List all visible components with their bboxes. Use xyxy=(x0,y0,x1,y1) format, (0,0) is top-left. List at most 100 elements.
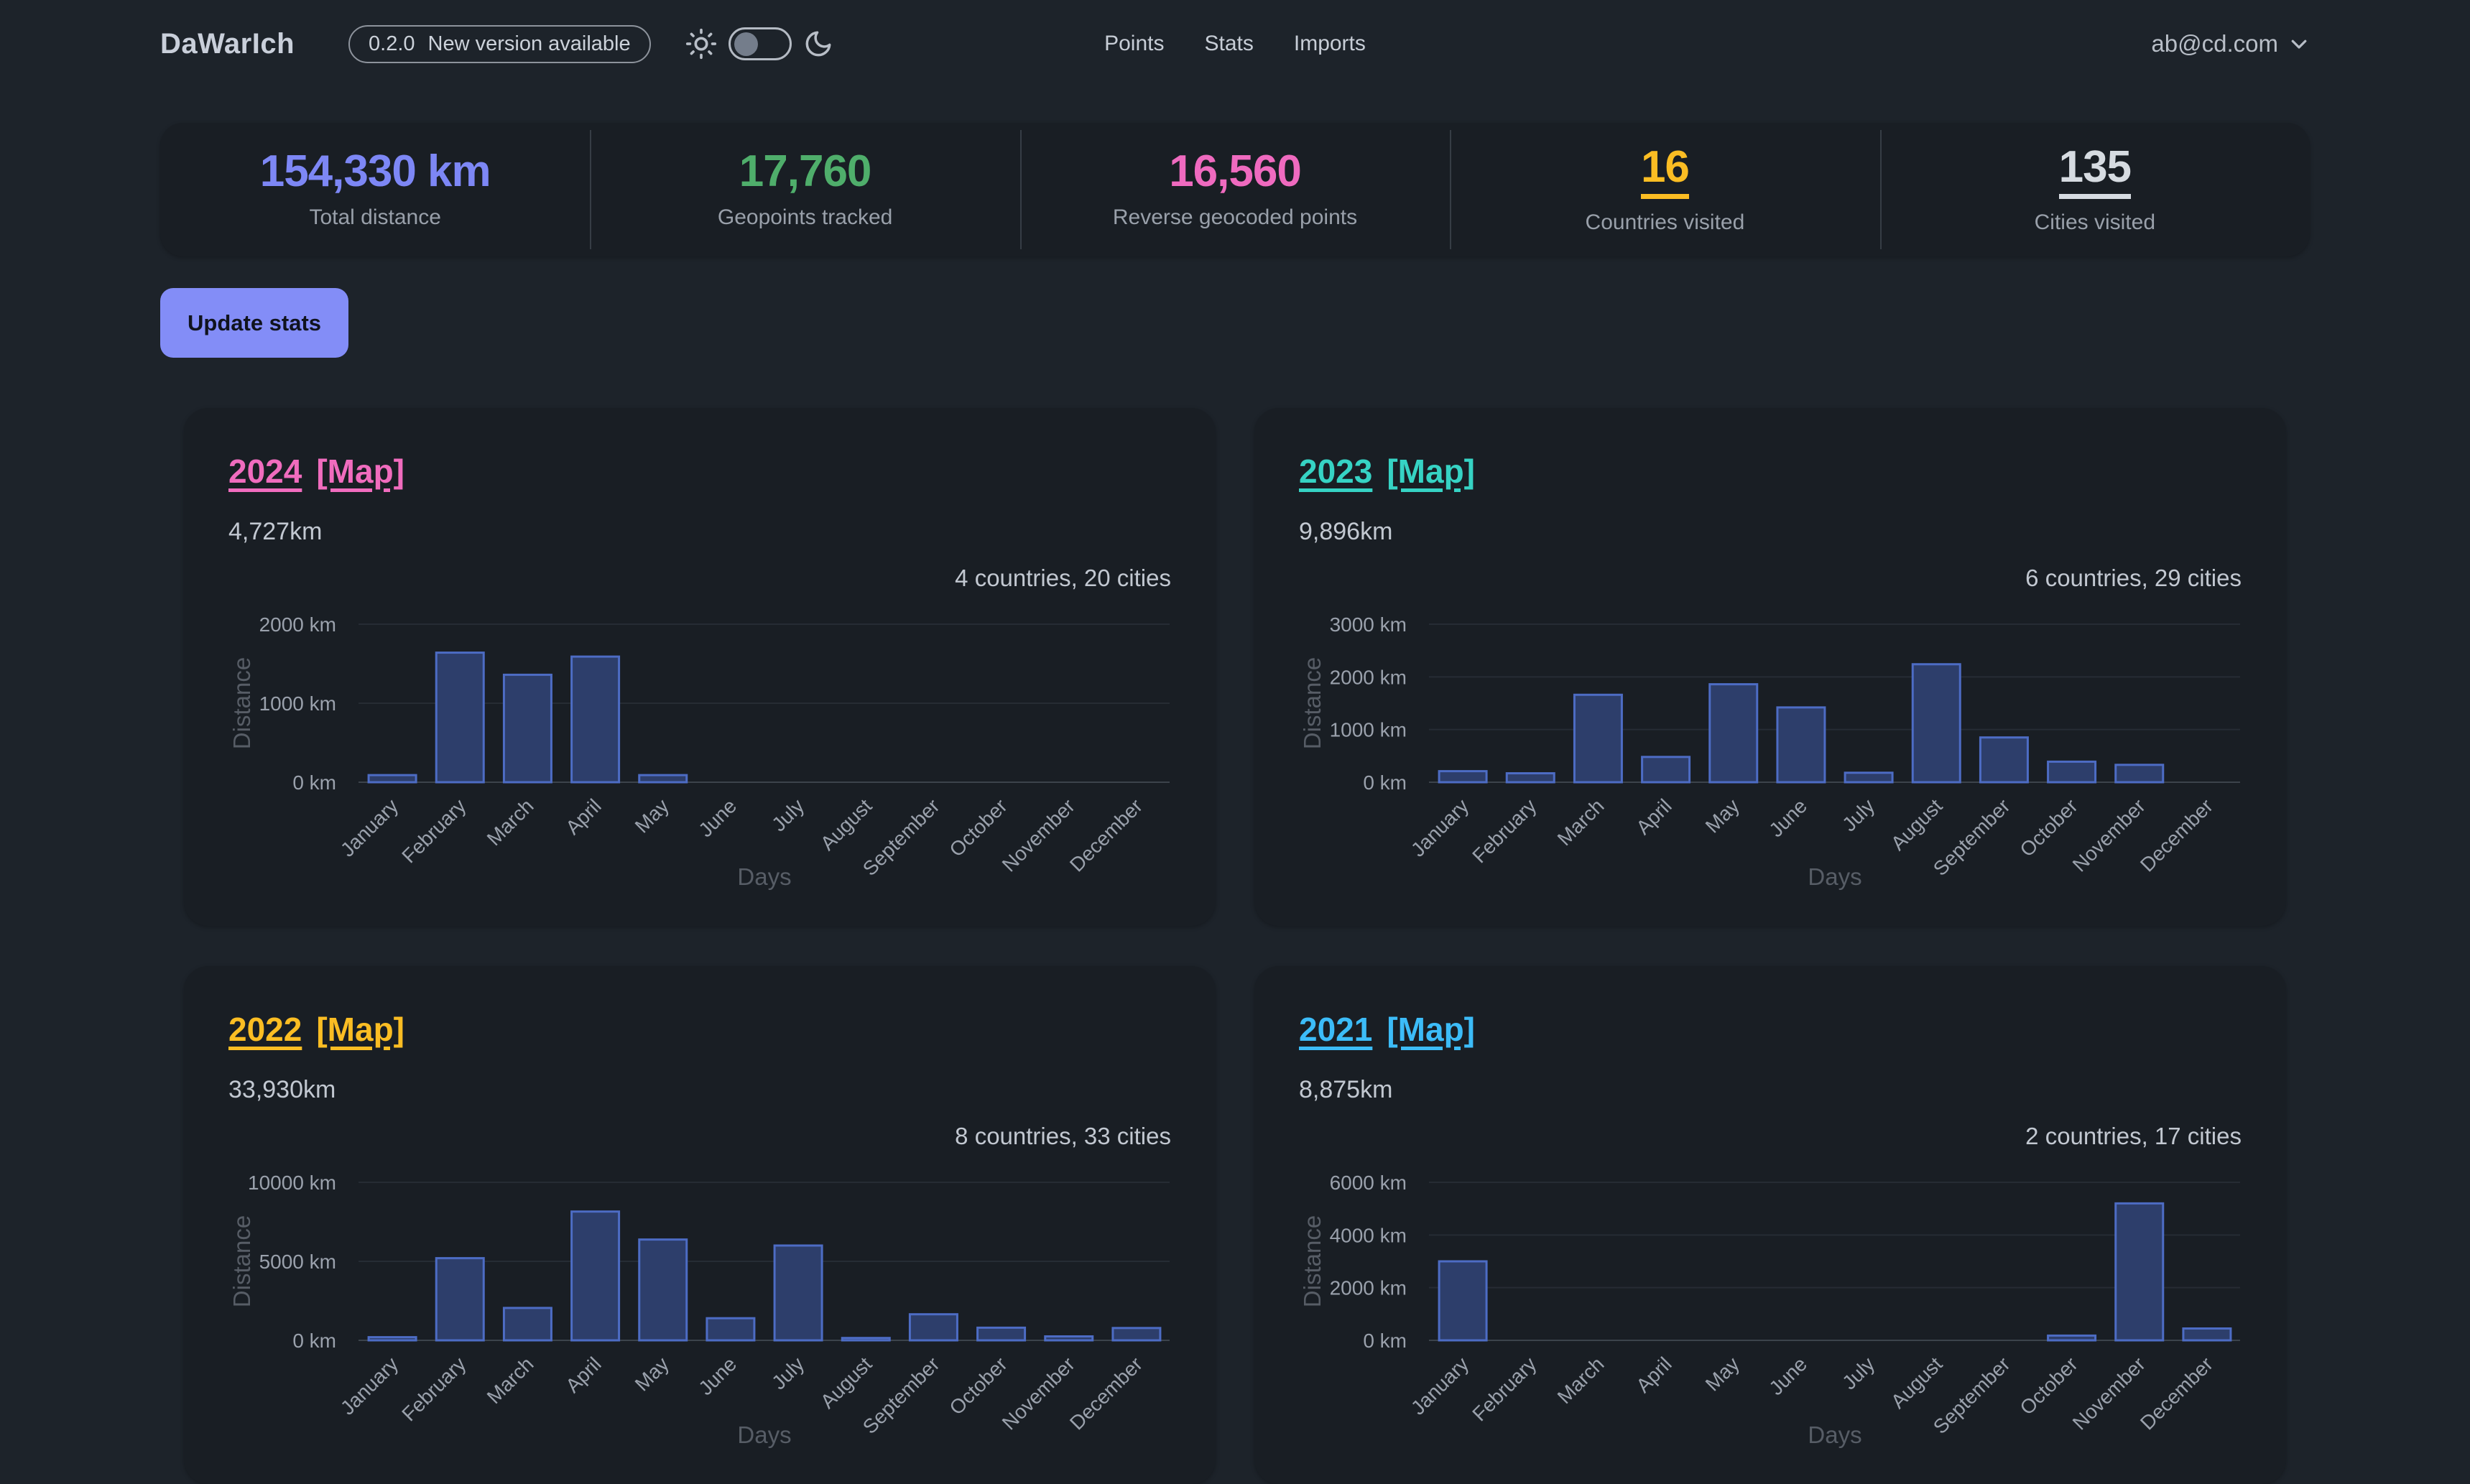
map-link[interactable]: [Map] xyxy=(316,1011,404,1048)
y-axis-title: Distance xyxy=(1299,657,1326,749)
svg-text:November: November xyxy=(2068,794,2150,876)
update-stats-button[interactable]: Update stats xyxy=(160,288,349,358)
svg-text:August: August xyxy=(816,1353,876,1413)
app-logo: DaWarIch xyxy=(160,27,295,60)
nav-link-imports[interactable]: Imports xyxy=(1293,32,1366,55)
stat-label: Total distance xyxy=(309,205,441,229)
year-cards: 2024 [Map] 4,727km 4 countries, 20 cities… xyxy=(160,408,2310,1484)
svg-text:December: December xyxy=(2136,794,2217,876)
svg-text:October: October xyxy=(2015,1353,2081,1419)
year-link[interactable]: 2023 xyxy=(1299,453,1373,490)
svg-text:6000 km: 6000 km xyxy=(1330,1172,1407,1194)
svg-text:0 km: 0 km xyxy=(292,771,336,794)
svg-text:October: October xyxy=(945,1353,1011,1419)
nav-link-stats[interactable]: Stats xyxy=(1204,32,1254,55)
stat-cities-visited: 135 Cities visited xyxy=(1879,123,2310,256)
stat-total-distance: 154,330 km Total distance xyxy=(160,123,590,256)
stat-label: Countries visited xyxy=(1585,210,1745,234)
svg-text:January: January xyxy=(336,794,402,861)
map-link[interactable]: [Map] xyxy=(316,453,404,490)
toggle-knob xyxy=(734,32,758,56)
stat-value: 16,560 xyxy=(1169,147,1302,196)
y-axis-title: Distance xyxy=(228,1215,255,1307)
year-link[interactable]: 2024 xyxy=(228,453,302,490)
svg-text:July: July xyxy=(767,1353,808,1393)
svg-text:July: July xyxy=(767,794,808,835)
svg-text:November: November xyxy=(998,1353,1079,1434)
svg-text:April: April xyxy=(1632,1353,1676,1397)
svg-text:January: January xyxy=(1407,794,1473,861)
year-distance: 9,896km xyxy=(1299,517,1393,545)
svg-text:June: June xyxy=(1764,1353,1811,1399)
svg-text:February: February xyxy=(1468,1353,1540,1425)
svg-text:March: March xyxy=(1553,794,1609,850)
svg-text:May: May xyxy=(631,1353,673,1395)
bars xyxy=(1438,663,2165,784)
x-axis-title: Days xyxy=(737,863,791,890)
stat-countries-visited: 16 Countries visited xyxy=(1450,123,1879,256)
countries-cities-summary: 6 countries, 29 cities xyxy=(2025,564,2242,591)
svg-text:February: February xyxy=(397,1353,470,1425)
svg-text:1000 km: 1000 km xyxy=(259,692,336,715)
svg-text:October: October xyxy=(945,794,1011,861)
y-axis: 0 km 5000 km 10000 km xyxy=(248,1172,1170,1352)
svg-text:3000 km: 3000 km xyxy=(1330,613,1407,636)
svg-text:March: March xyxy=(483,794,538,850)
svg-text:November: November xyxy=(998,794,1079,876)
stat-value: 154,330 km xyxy=(259,147,491,196)
year-card-title: 2021 [Map] xyxy=(1299,1011,2242,1049)
year-distance: 33,930km xyxy=(228,1075,336,1103)
nav-link-points[interactable]: Points xyxy=(1104,32,1165,55)
y-axis: 0 km 1000 km 2000 km xyxy=(259,613,1170,794)
svg-text:May: May xyxy=(631,794,673,837)
nav-links: Points Stats Imports xyxy=(1104,32,1366,56)
stat-label: Geopoints tracked xyxy=(717,205,893,229)
year-card-2021: 2021 [Map] 8,875km 2 countries, 17 cities… xyxy=(1254,966,2286,1484)
version-badge[interactable]: 0.2.0 New version available xyxy=(348,24,651,63)
svg-text:1000 km: 1000 km xyxy=(1330,719,1407,741)
year-card-title: 2024 [Map] xyxy=(228,453,1171,491)
svg-text:December: December xyxy=(2136,1353,2217,1434)
year-card-2022: 2022 [Map] 33,930km 8 countries, 33 citie… xyxy=(184,966,1216,1484)
svg-text:July: July xyxy=(1838,1353,1879,1393)
year-link[interactable]: 2021 xyxy=(1299,1011,1373,1048)
stats-row: 154,330 km Total distance 17,760 Geopoin… xyxy=(160,123,2310,256)
svg-text:5000 km: 5000 km xyxy=(259,1251,336,1273)
svg-text:January: January xyxy=(336,1353,402,1419)
countries-visited-link[interactable]: 16 xyxy=(1640,144,1690,199)
theme-toggle[interactable] xyxy=(728,27,792,60)
svg-text:August: August xyxy=(816,794,876,855)
svg-text:February: February xyxy=(397,794,470,867)
svg-text:May: May xyxy=(1701,1353,1744,1395)
svg-text:November: November xyxy=(2068,1353,2150,1434)
svg-text:0 km: 0 km xyxy=(1363,1330,1407,1352)
chevron-down-icon xyxy=(2288,33,2310,55)
stat-value: 17,760 xyxy=(739,147,872,196)
cities-visited-link[interactable]: 135 xyxy=(2058,144,2132,199)
svg-text:August: August xyxy=(1887,794,1947,855)
countries-cities-summary: 8 countries, 33 cities xyxy=(955,1122,1171,1149)
svg-text:March: March xyxy=(483,1353,538,1408)
svg-text:July: July xyxy=(1838,794,1879,835)
svg-text:December: December xyxy=(1065,1353,1147,1434)
svg-text:February: February xyxy=(1468,794,1540,867)
year-link[interactable]: 2022 xyxy=(228,1011,302,1048)
svg-text:March: March xyxy=(1553,1353,1609,1408)
svg-text:2000 km: 2000 km xyxy=(1330,666,1407,688)
distance-bar-chart: 0 km 2000 km 4000 km 6000 km JanuaryFebruar… xyxy=(1299,1172,2240,1448)
map-link[interactable]: [Map] xyxy=(1387,1011,1475,1048)
svg-text:June: June xyxy=(1764,794,1811,841)
svg-text:2000 km: 2000 km xyxy=(259,613,336,636)
stat-geopoints-tracked: 17,760 Geopoints tracked xyxy=(590,123,1019,256)
stat-label: Cities visited xyxy=(2034,210,2156,234)
theme-switcher xyxy=(685,27,833,60)
x-axis-title: Days xyxy=(1808,863,1861,890)
svg-text:May: May xyxy=(1701,794,1744,837)
year-distance: 4,727km xyxy=(228,517,323,545)
user-menu[interactable]: ab@cd.com xyxy=(2151,30,2310,57)
svg-text:2000 km: 2000 km xyxy=(1330,1277,1407,1299)
map-link[interactable]: [Map] xyxy=(1387,453,1475,490)
y-axis: 0 km 2000 km 4000 km 6000 km xyxy=(1330,1172,2240,1352)
